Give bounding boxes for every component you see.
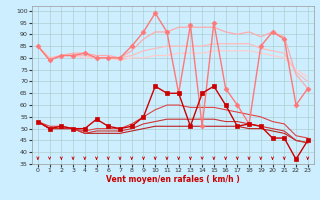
X-axis label: Vent moyen/en rafales ( km/h ): Vent moyen/en rafales ( km/h ) [106, 175, 240, 184]
